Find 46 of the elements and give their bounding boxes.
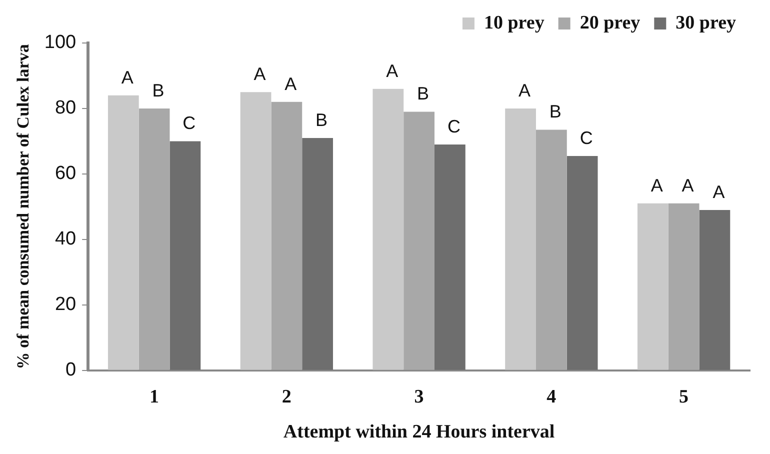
data-label: B (152, 80, 164, 100)
bar (271, 102, 302, 370)
bar (566, 156, 598, 370)
bar (138, 108, 170, 370)
x-tick-label: 2 (282, 386, 292, 408)
y-tick-label: 100 (44, 32, 76, 54)
data-label: A (682, 175, 694, 196)
data-label: A (386, 60, 398, 81)
data-label: A (712, 182, 725, 202)
bar (240, 92, 272, 370)
data-label: A (254, 64, 266, 84)
bar (302, 138, 334, 370)
x-tick-label: 1 (150, 386, 160, 408)
y-tick-label: 60 (54, 163, 76, 184)
bar (699, 210, 730, 370)
bar (505, 108, 536, 370)
data-label: B (549, 102, 562, 122)
x-tick-label: 4 (546, 386, 557, 408)
legend-label: 30 prey (676, 12, 736, 34)
bar (637, 203, 668, 370)
bar (536, 130, 567, 370)
y-tick-label: 40 (54, 228, 76, 250)
y-tick-label: 80 (54, 98, 76, 119)
x-tick-label: 5 (679, 386, 689, 408)
data-label: B (417, 84, 430, 104)
data-label: C (580, 128, 593, 148)
bar (108, 95, 139, 370)
data-label: C (182, 113, 196, 134)
bar (404, 112, 434, 370)
x-tick-label: 3 (414, 386, 424, 408)
y-tick-label: 20 (54, 294, 76, 316)
bar (170, 141, 201, 370)
y-tick-label: 0 (66, 360, 76, 381)
data-label: A (121, 67, 134, 88)
bar (372, 88, 404, 370)
data-label: A (518, 80, 531, 100)
bar (434, 144, 466, 370)
x-axis-title: Attempt within 24 Hours interval (283, 422, 555, 443)
data-label: A (284, 74, 297, 94)
legend-label: 20 prey (580, 12, 641, 34)
data-label: C (447, 116, 460, 136)
bar (668, 203, 700, 370)
y-axis-title: % of mean consumed number of Culex larva (14, 44, 33, 370)
data-label: A (650, 175, 663, 196)
legend-label: 10 prey (484, 12, 545, 34)
data-label: B (316, 110, 328, 130)
